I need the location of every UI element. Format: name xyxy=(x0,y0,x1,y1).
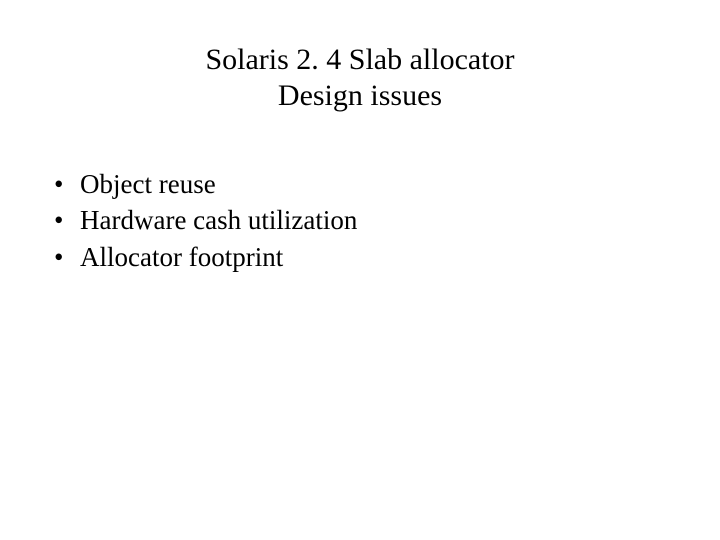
slide: Solaris 2. 4 Slab allocator Design issue… xyxy=(0,0,720,540)
bullet-list: Object reuse Hardware cash utilization A… xyxy=(54,166,357,275)
title-line-2: Design issues xyxy=(0,78,720,114)
list-item: Object reuse xyxy=(54,166,357,202)
title-line-1: Solaris 2. 4 Slab allocator xyxy=(0,42,720,78)
list-item: Hardware cash utilization xyxy=(54,202,357,238)
slide-title: Solaris 2. 4 Slab allocator Design issue… xyxy=(0,42,720,114)
list-item: Allocator footprint xyxy=(54,239,357,275)
